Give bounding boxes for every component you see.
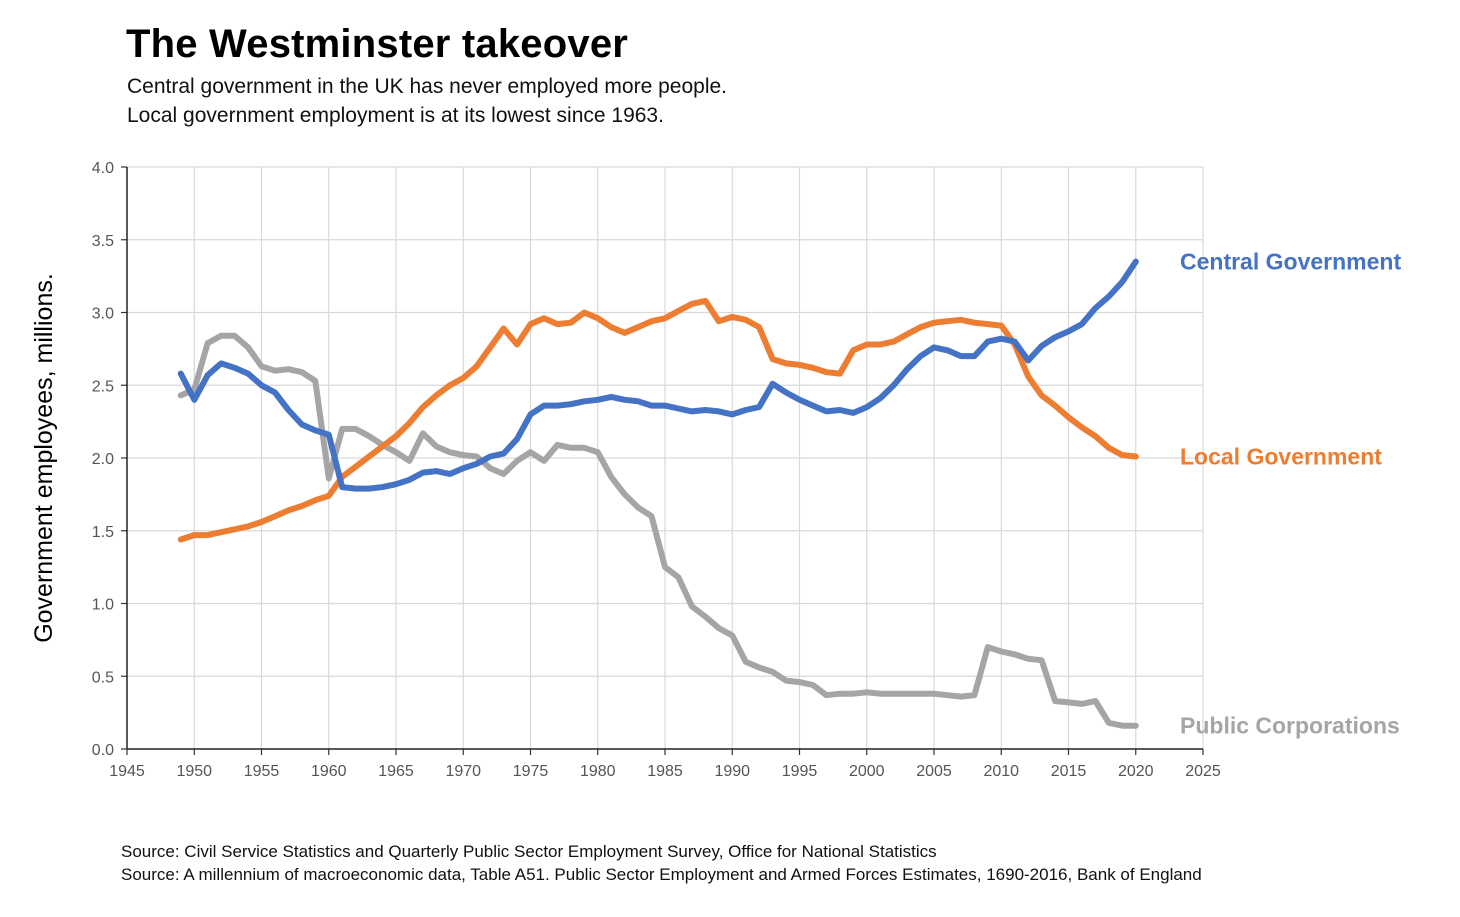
subtitle-line-2: Local government employment is at its lo… (127, 104, 664, 127)
x-tick-label: 1965 (378, 763, 414, 780)
series-line-public-corporations (177, 332, 1139, 729)
x-tick-label: 2020 (1118, 763, 1154, 780)
y-tick-label: 0.5 (92, 669, 114, 686)
y-axis-title: Government employees, millions. (30, 273, 58, 643)
series-label-public-corporations: Public Corporations (1180, 713, 1400, 739)
x-tick-label: 1960 (311, 763, 347, 780)
y-tick-label: 0.0 (92, 742, 114, 759)
subtitle-line-1: Central government in the UK has never e… (127, 75, 727, 98)
y-tick-label: 1.0 (92, 597, 114, 614)
x-tick-label: 1995 (782, 763, 818, 780)
y-tick-label: 2.0 (92, 451, 114, 468)
series-line-local-government (177, 297, 1139, 543)
series-label-local-government: Local Government (1180, 444, 1382, 470)
series-labels: Central Government Local Government Public… (1180, 249, 1401, 739)
x-tick-label: 2000 (849, 763, 885, 780)
y-tick-label: 4.0 (92, 160, 114, 177)
x-tick-label: 2010 (983, 763, 1019, 780)
y-tick-label: 3.0 (92, 306, 114, 323)
x-tick-label: 1955 (244, 763, 280, 780)
x-tick-label: 1950 (176, 763, 212, 780)
x-tick-label: 1985 (647, 763, 683, 780)
x-tick-label: 1990 (714, 763, 750, 780)
x-tick-label: 1970 (445, 763, 481, 780)
axes: 1945 1950 1955 1960 1965 1970 1975 1980 1985 1990… (30, 160, 1221, 780)
source-line-2: Source: A millennium of macroeconomic da… (121, 865, 1202, 884)
x-tick-label: 2015 (1051, 763, 1087, 780)
series-lines (177, 258, 1139, 729)
x-tick-label: 1980 (580, 763, 616, 780)
y-tick-label: 1.5 (92, 524, 114, 541)
x-tick-label: 2005 (916, 763, 952, 780)
x-tick-label: 1975 (513, 763, 549, 780)
chart-title: The Westminster takeover (126, 22, 629, 66)
y-tick-label: 3.5 (92, 233, 114, 250)
x-tick-label: 2025 (1185, 763, 1221, 780)
gridlines (127, 166, 1204, 749)
series-label-central-government: Central Government (1180, 249, 1401, 275)
source-line-1: Source: Civil Service Statistics and Qua… (121, 842, 937, 861)
x-tick-label: 1945 (109, 763, 145, 780)
y-tick-label: 2.5 (92, 378, 114, 395)
series-line-central-government (177, 258, 1139, 492)
